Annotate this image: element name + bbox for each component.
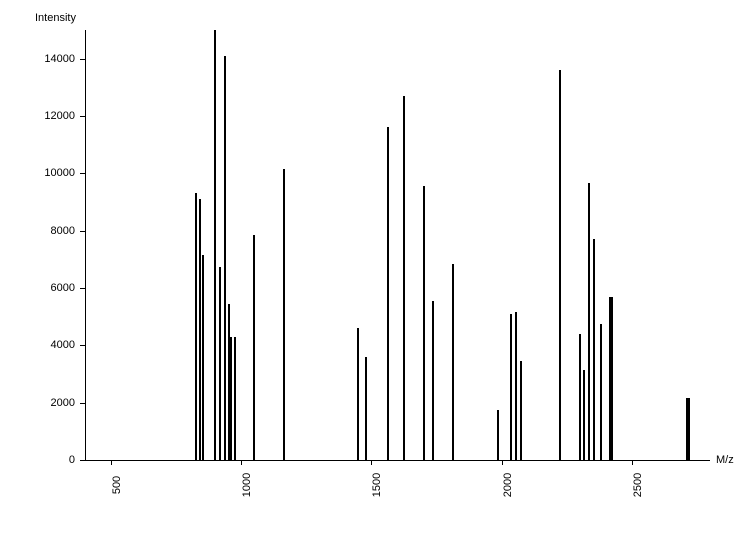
y-tick-label: 10000 bbox=[0, 167, 75, 179]
y-tick bbox=[80, 345, 85, 346]
y-tick-label: 14000 bbox=[0, 53, 75, 65]
y-axis-label: Intensity bbox=[35, 12, 76, 24]
spectrum-peak bbox=[583, 370, 585, 460]
y-tick-label: 6000 bbox=[0, 282, 75, 294]
spectrum-peak bbox=[432, 301, 434, 460]
y-tick bbox=[80, 59, 85, 60]
spectrum-peak bbox=[403, 96, 405, 460]
spectrum-peak bbox=[214, 30, 216, 460]
y-tick-label: 12000 bbox=[0, 110, 75, 122]
x-tick-label: 2500 bbox=[632, 473, 644, 497]
spectrum-peak bbox=[195, 193, 197, 460]
x-tick-label: 500 bbox=[111, 476, 123, 494]
spectrum-peak bbox=[593, 239, 595, 460]
x-axis-label: M/z bbox=[716, 454, 734, 466]
spectrum-peak bbox=[283, 169, 285, 460]
spectrum-peak bbox=[199, 199, 201, 460]
y-tick bbox=[80, 460, 85, 461]
spectrum-peak bbox=[579, 334, 581, 460]
spectrum-peak bbox=[423, 186, 425, 460]
x-axis-line bbox=[85, 460, 710, 461]
x-tick-label: 1000 bbox=[241, 473, 253, 497]
y-tick-label: 8000 bbox=[0, 225, 75, 237]
y-tick bbox=[80, 403, 85, 404]
spectrum-peak bbox=[452, 264, 454, 460]
y-tick-label: 2000 bbox=[0, 397, 75, 409]
spectrum-peak bbox=[202, 255, 204, 460]
y-tick bbox=[80, 173, 85, 174]
y-tick-label: 4000 bbox=[0, 339, 75, 351]
x-tick bbox=[632, 460, 633, 465]
spectrum-peak bbox=[688, 398, 690, 460]
spectrum-peak bbox=[520, 361, 522, 460]
x-tick bbox=[241, 460, 242, 465]
x-tick-label: 2000 bbox=[502, 473, 514, 497]
spectrum-peak bbox=[510, 314, 512, 460]
spectrum-peak bbox=[230, 337, 232, 460]
spectrum-peak bbox=[515, 312, 517, 460]
y-tick bbox=[80, 231, 85, 232]
x-tick bbox=[371, 460, 372, 465]
y-axis-line bbox=[85, 30, 86, 460]
mass-spectrum-chart: Intensity M/z 0 2000 4000 6000 8000 10000 1200… bbox=[0, 0, 750, 540]
x-tick bbox=[502, 460, 503, 465]
spectrum-peak bbox=[497, 410, 499, 460]
x-tick bbox=[111, 460, 112, 465]
y-tick bbox=[80, 116, 85, 117]
spectrum-peak bbox=[600, 324, 602, 460]
spectrum-peak bbox=[234, 337, 236, 460]
spectrum-peak bbox=[253, 235, 255, 460]
x-tick-label: 1500 bbox=[371, 473, 383, 497]
spectrum-peak bbox=[219, 267, 221, 461]
spectrum-peak bbox=[387, 127, 389, 460]
spectrum-peak bbox=[357, 328, 359, 460]
y-tick-label: 0 bbox=[0, 454, 75, 466]
spectrum-peak bbox=[559, 70, 561, 460]
y-tick bbox=[80, 288, 85, 289]
spectrum-peak bbox=[224, 56, 226, 460]
spectrum-peak bbox=[588, 183, 590, 460]
spectrum-peak bbox=[365, 357, 367, 460]
spectrum-peak bbox=[611, 297, 613, 460]
